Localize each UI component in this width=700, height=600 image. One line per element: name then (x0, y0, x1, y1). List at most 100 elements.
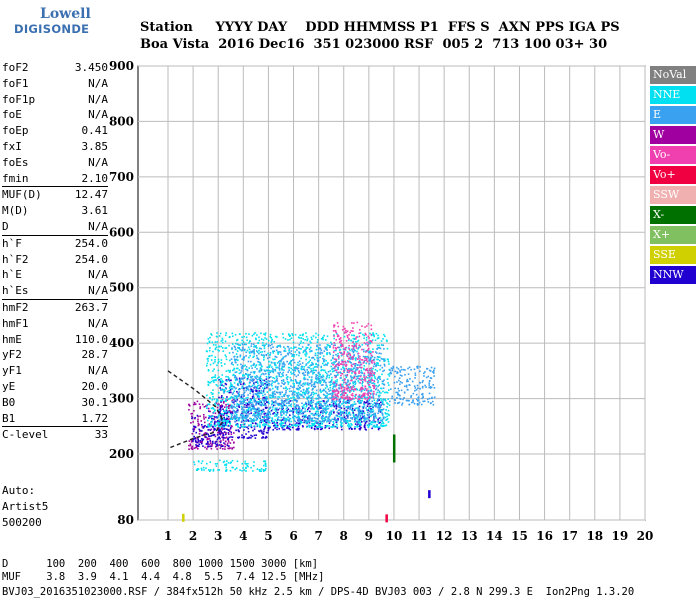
echo-point (310, 368, 312, 370)
echo-point (246, 369, 249, 372)
auto-code: 500200 (2, 516, 42, 529)
echo-point (215, 424, 217, 427)
echo-point (291, 354, 294, 356)
echo-point (292, 359, 295, 361)
echo-point (372, 394, 374, 396)
echo-point (216, 364, 218, 367)
echo-point (332, 422, 335, 425)
echo-point (271, 418, 274, 420)
echo-point (253, 425, 256, 427)
echo-point (272, 413, 274, 415)
echo-point (237, 417, 240, 419)
echo-point (252, 406, 254, 409)
echo-point (335, 404, 337, 407)
echo-point (323, 364, 325, 367)
echo-point (306, 383, 309, 386)
echo-point (235, 397, 238, 400)
echo-point (219, 383, 222, 385)
echo-point (353, 398, 355, 400)
echo-point (354, 423, 357, 425)
echo-point (367, 425, 370, 428)
echo-point (325, 401, 328, 404)
echo-point (401, 402, 404, 405)
echo-point (282, 336, 285, 339)
param-row: yF1 N/A (2, 363, 108, 379)
echo-point (330, 380, 332, 383)
echo-point (267, 380, 269, 382)
echo-point (309, 403, 311, 406)
echo-point (321, 390, 324, 392)
echo-point (386, 412, 389, 415)
echo-point (247, 420, 250, 422)
echo-point (256, 390, 258, 392)
echo-point (303, 376, 306, 379)
echo-point (299, 381, 302, 383)
echo-point (313, 383, 316, 386)
echo-point (283, 401, 286, 403)
echo-point (372, 365, 375, 368)
echo-point (320, 365, 323, 368)
echo-point (339, 363, 342, 365)
echo-point (373, 356, 376, 359)
echo-point (333, 349, 336, 352)
echo-point (301, 362, 304, 364)
echo-point (397, 393, 399, 395)
echo-point (371, 371, 374, 373)
echo-point (381, 382, 384, 385)
echo-point (220, 404, 223, 407)
echo-point (285, 412, 288, 414)
echo-point (226, 420, 229, 423)
echo-point (285, 391, 287, 394)
echo-point (272, 424, 275, 427)
echo-point (352, 357, 355, 359)
echo-point (305, 358, 307, 361)
echo-point (218, 432, 221, 435)
echo-point (324, 408, 326, 411)
echo-point (233, 382, 236, 384)
echo-point (191, 415, 193, 418)
echo-point (274, 393, 277, 396)
echo-point (323, 407, 326, 410)
echo-point (416, 365, 419, 368)
echo-point (225, 460, 228, 462)
echo-point (417, 396, 420, 399)
echo-point (372, 405, 374, 408)
echo-point (346, 398, 349, 400)
echo-point (394, 375, 396, 378)
echo-point (300, 357, 302, 360)
echo-point (231, 361, 233, 364)
echo-point (205, 364, 208, 367)
echo-point (201, 439, 204, 442)
echo-point (343, 411, 346, 414)
echo-point (223, 390, 226, 392)
echo-point (387, 360, 390, 363)
echo-point (197, 418, 199, 421)
echo-point (242, 414, 245, 417)
echo-point (222, 413, 225, 415)
echo-point (370, 354, 373, 357)
echo-point (348, 411, 351, 414)
echo-point (385, 409, 387, 411)
echo-point (231, 393, 234, 396)
echo-point (355, 414, 357, 416)
echo-point (319, 347, 321, 349)
echo-point (227, 447, 229, 450)
echo-point (318, 420, 321, 423)
echo-point (398, 389, 400, 392)
echo-point (263, 356, 265, 359)
echo-point (358, 360, 361, 363)
echo-point (325, 409, 327, 412)
echo-point (363, 368, 365, 371)
echo-point (348, 402, 350, 404)
echo-point (250, 410, 252, 412)
echo-point (293, 396, 296, 399)
echo-point (228, 421, 230, 423)
echo-point (334, 417, 336, 420)
echo-point (277, 352, 280, 355)
echo-point (358, 410, 360, 412)
echo-point (258, 396, 261, 398)
y-tick-label: 700 (109, 170, 134, 184)
echo-point (295, 412, 298, 414)
echo-point (361, 397, 363, 400)
echo-point (316, 344, 318, 347)
